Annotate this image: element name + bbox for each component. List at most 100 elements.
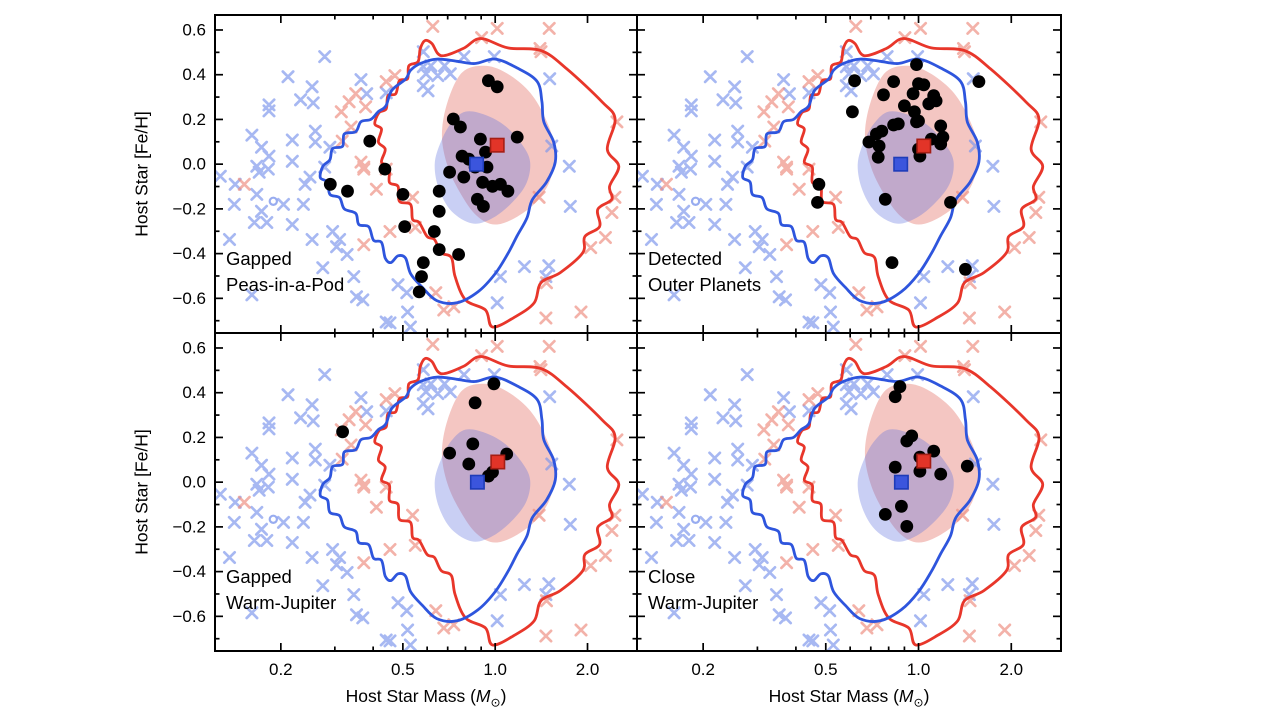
black-dot xyxy=(848,74,861,88)
y-tick-label: 0.6 xyxy=(182,338,206,357)
black-dot xyxy=(959,262,972,276)
black-dot xyxy=(812,177,826,191)
y-tick-label: −0.4 xyxy=(172,562,206,581)
red-x-markers xyxy=(659,337,1048,643)
blue-contour-line xyxy=(741,375,981,623)
black-dot xyxy=(888,460,902,474)
black-dot xyxy=(474,132,487,146)
black-dot xyxy=(510,130,524,144)
black-dot xyxy=(871,150,885,164)
red-mean-square xyxy=(916,138,932,154)
black-dot xyxy=(917,78,931,92)
x-tick-label: 0.5 xyxy=(814,660,838,679)
mass-symbol: M xyxy=(475,686,491,706)
blue-open-circle-marker xyxy=(268,196,279,206)
blue-x-markers xyxy=(637,363,1001,651)
panel-plot-area xyxy=(637,337,1048,651)
x-axis-label-left: Host Star Mass (M⊙) xyxy=(346,686,507,710)
x-axis-label-right: Host Star Mass (M⊙) xyxy=(769,686,930,710)
black-dot xyxy=(466,437,480,451)
red-x-markers xyxy=(237,19,624,325)
panel-label-detected-outer-planets-line1: Detected xyxy=(648,248,722,269)
red-contour-line xyxy=(373,37,621,329)
blue-x-marker-paths xyxy=(215,363,577,651)
red-mean-square xyxy=(916,453,932,469)
red-x-marker-paths xyxy=(237,337,624,643)
panel-label-gapped-warm-jupiter-line1: Gapped xyxy=(226,566,292,587)
blue-x-marker-paths xyxy=(215,45,577,333)
black-dot xyxy=(900,434,914,448)
black-dot xyxy=(934,137,948,151)
red-contour-line xyxy=(373,355,621,647)
panel-plot-area xyxy=(215,19,624,333)
black-dot xyxy=(378,162,392,176)
black-dot xyxy=(454,120,467,134)
x-tick-label: 1.0 xyxy=(483,660,507,679)
black-dot xyxy=(934,119,948,133)
sun-symbol: ⊙ xyxy=(913,695,924,710)
red-x-marker-paths xyxy=(659,19,1048,325)
black-dot xyxy=(501,184,515,198)
red-contour-line xyxy=(796,37,1045,329)
blue-mean-square xyxy=(893,474,909,490)
black-dot xyxy=(398,220,412,234)
black-dot xyxy=(396,188,410,201)
y-tick-label: −0.4 xyxy=(172,244,206,263)
panel-detected-outer-planets: Detected Outer Planets xyxy=(636,14,1062,334)
x-tick-label: 1.0 xyxy=(907,660,931,679)
panel-border xyxy=(636,332,1062,652)
blue-contour-line xyxy=(318,375,558,623)
blue-contour-line xyxy=(741,57,981,305)
y-tick-label: 0.4 xyxy=(182,65,206,84)
panel-close-warm-jupiter: Close Warm-Jupiter 0.2 0.5 1.0 2.0 xyxy=(636,332,1062,679)
black-dot xyxy=(363,134,377,148)
black-dot xyxy=(888,390,902,404)
black-dot xyxy=(432,204,446,218)
blue-mean-square xyxy=(893,156,909,172)
black-dot xyxy=(898,99,911,113)
y-tick-label: −0.6 xyxy=(172,607,206,626)
black-dot xyxy=(487,377,501,391)
y-axis-label-bottom-row: Host Star [Fe/H] xyxy=(131,429,152,555)
black-dot xyxy=(910,115,923,129)
panel-label-close-warm-jupiter-line1: Close xyxy=(648,566,695,587)
red-x-marker-paths xyxy=(237,19,624,325)
black-dot xyxy=(462,457,476,471)
black-dot xyxy=(427,225,441,238)
sun-symbol: ⊙ xyxy=(490,695,501,710)
x-tick-label: 0.5 xyxy=(391,660,415,679)
blue-open-circle-marker xyxy=(268,514,279,524)
x-tick-label: 2.0 xyxy=(576,660,600,679)
black-dot xyxy=(432,243,446,256)
black-dot xyxy=(893,380,907,394)
black-dots xyxy=(811,58,986,276)
black-dot xyxy=(846,105,859,119)
black-dot xyxy=(341,184,354,198)
black-dot xyxy=(412,285,426,299)
blue-x-markers xyxy=(637,45,1001,333)
red-x-markers xyxy=(237,337,624,643)
y-tick-label: −0.2 xyxy=(172,199,206,218)
blue-mean-square xyxy=(469,474,485,490)
black-dot xyxy=(972,75,986,88)
black-dot xyxy=(906,87,920,101)
black-dot xyxy=(878,192,892,206)
black-dot xyxy=(443,446,456,460)
axis-ticks xyxy=(215,333,637,651)
black-dot xyxy=(934,467,948,481)
y-tick-label: 0.0 xyxy=(182,473,206,492)
black-dot xyxy=(443,165,456,179)
black-dot xyxy=(479,145,492,159)
red-x-marker-paths xyxy=(659,337,1048,643)
x-axis-label-text: ) xyxy=(500,686,507,706)
y-tick-label: −0.2 xyxy=(172,517,206,536)
panel-gapped-peas-in-a-pod: Gapped Peas-in-a-Pod 0.6 0.4 0.2 0.0 −0.2 −0.4 −… xyxy=(172,14,638,334)
panel-label-detected-outer-planets-line2: Outer Planets xyxy=(648,274,761,295)
x-tick-label: 2.0 xyxy=(999,660,1023,679)
black-dot xyxy=(922,97,936,111)
y-tick-label: 0.2 xyxy=(182,428,206,447)
blue-open-circle-marker xyxy=(690,514,701,524)
black-dot xyxy=(910,58,923,71)
